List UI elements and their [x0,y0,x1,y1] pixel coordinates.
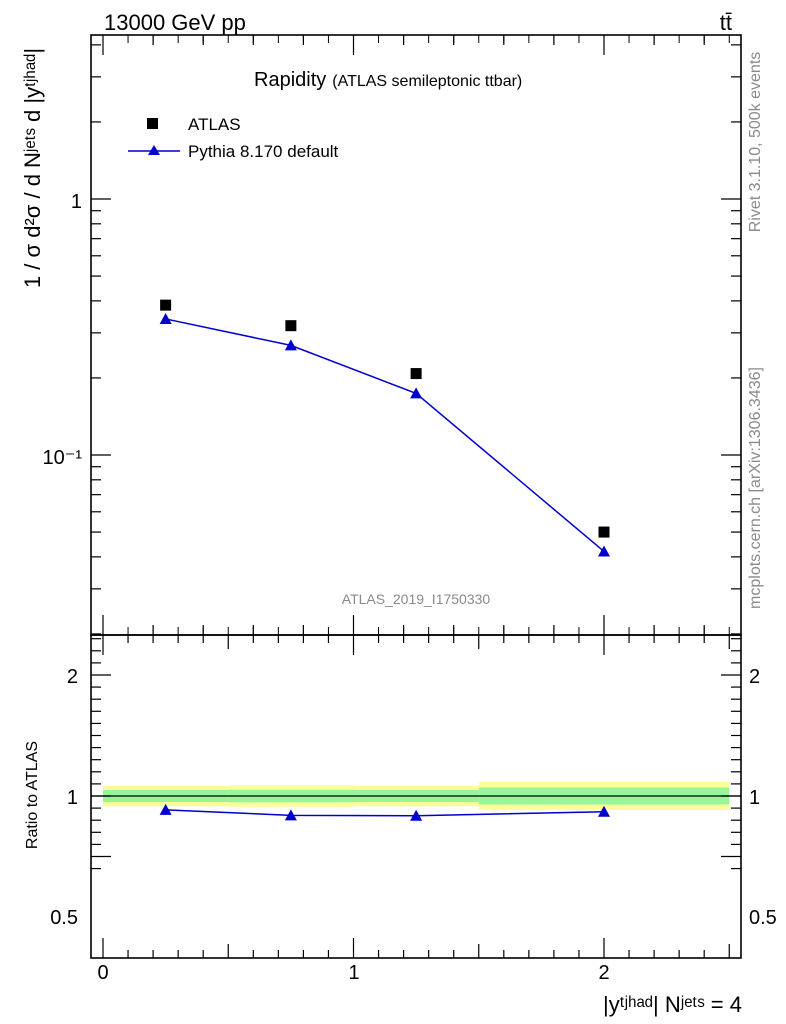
energy-label: 13000 GeV pp [104,10,246,35]
ratio-y-tick-label-0.5-left: 0.5 [50,907,78,929]
ratio-y-tick-label-0.5-right: 0.5 [749,907,777,929]
ratio-y-tick-label-2-right: 2 [749,666,760,688]
ratio-axis-ticks [91,635,741,958]
ratio-pythia-point [410,809,423,821]
ratio-pythia-line [165,809,605,817]
ratio-y-axis-title: Ratio to ATLAS [24,741,41,849]
ratio-y-tick-label-1-left: 1 [67,787,78,809]
ratio-y-tick-label-1-right: 1 [749,787,760,809]
ratio-series [159,803,610,821]
ratio-pythia-point [159,803,172,815]
pythia-point [410,387,423,399]
ratio-pythia-point [598,805,610,817]
pythia-line [165,318,605,553]
ratio-panel: 2 1 0.5 2 1 0.5 Ratio to ATLAS 0 1 2 |yᵗ… [24,634,777,1017]
legend-pythia-marker [148,145,160,155]
legend: ATLAS Pythia 8.170 default [128,115,339,161]
ratio-pythia-point [284,809,297,821]
plot-title: Rapidity [254,69,326,91]
pythia-point [284,339,297,351]
legend-atlas-marker [147,118,158,129]
legend-atlas-label: ATLAS [188,115,241,134]
main-axis-ticks [91,35,741,635]
plot-subtitle: (ATLAS semileptonic ttbar) [332,73,522,90]
x-tick-label-2: 2 [598,962,609,984]
y-tick-label-1: 1 [71,191,82,213]
analysis-watermark: ATLAS_2019_I1750330 [342,591,491,607]
legend-pythia-label: Pythia 8.170 default [188,142,339,161]
main-panel: Rapidity (ATLAS semileptonic ttbar) ATLA… [20,34,742,636]
x-tick-label-1: 1 [348,962,359,984]
atlas-point [285,320,297,332]
atlas-point [160,299,172,311]
pythia-point [598,545,610,557]
ratio-plot-frame [90,634,742,959]
atlas-point [410,368,422,380]
x-axis-title: |yᵗʲʰᵃᵈ| Nʲᵉᵗˢ = 4 [603,992,742,1017]
rivet-version-label: Rivet 3.1.10, 500k events [747,52,764,233]
pythia-point [159,312,172,324]
atlas-point [598,526,610,538]
mcplots-label: mcplots.cern.ch [arXiv:1306.3436] [747,367,764,609]
ratio-y-tick-label-2-left: 2 [67,666,78,688]
process-label: tt̄ [720,10,732,35]
main-series [159,299,610,557]
y-tick-label-0.1: 10⁻¹ [43,447,83,469]
x-tick-label-0: 0 [97,962,108,984]
y-axis-title: 1 / σ d²σ / d Nʲᵉᵗˢ d |yᵗʲʰᵃᵈ| [20,48,45,288]
